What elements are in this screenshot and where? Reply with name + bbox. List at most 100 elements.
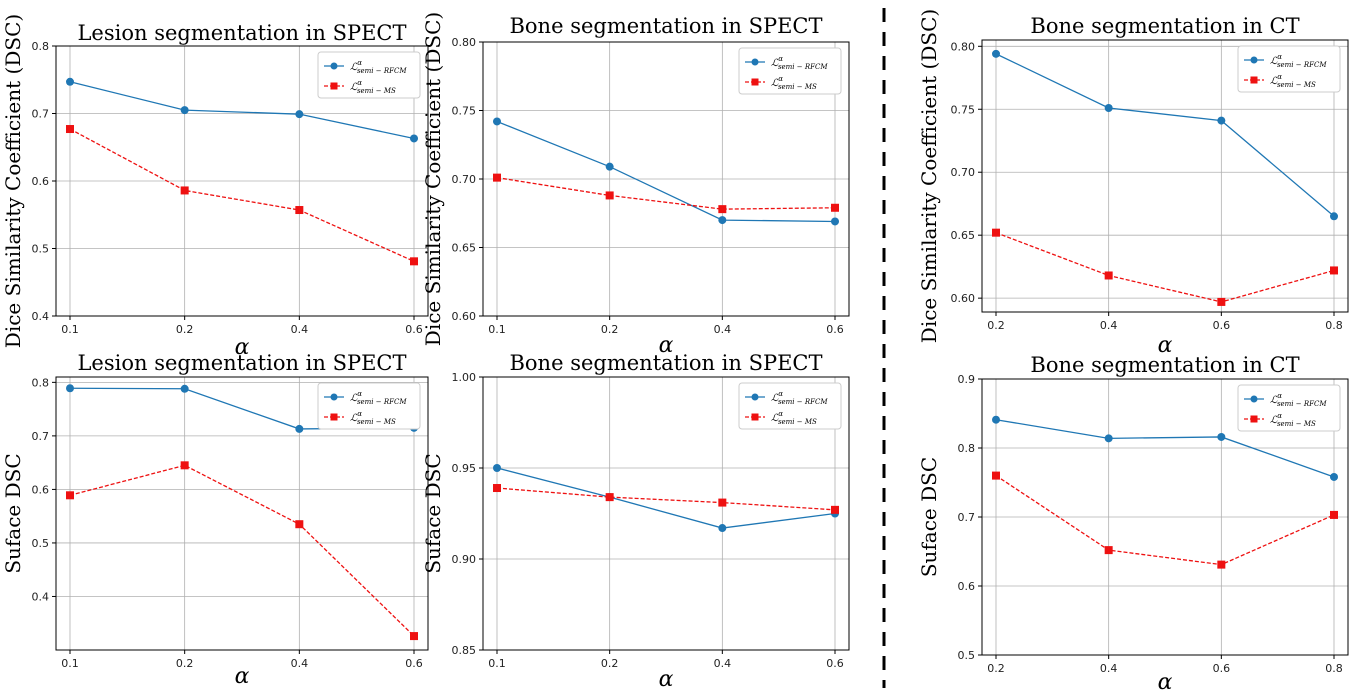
series-line-ms <box>995 475 1335 566</box>
data-point-rfcm <box>410 134 418 143</box>
data-point-ms <box>1217 297 1226 306</box>
x-axis-label: α <box>1158 333 1173 358</box>
y-tick-label: 0.6 <box>32 483 50 496</box>
data-point-rfcm <box>992 415 1000 424</box>
data-point-rfcm <box>718 524 727 533</box>
legend-label-rfcm: ℒα semi − RFCM <box>350 59 407 75</box>
data-point-rfcm <box>180 384 189 393</box>
legend-label-ms: ℒα semi − MS <box>350 79 396 95</box>
data-point-ms <box>605 493 614 502</box>
series-line-ms <box>69 128 415 262</box>
data-point-ms <box>410 632 418 641</box>
chart-panel-1: 0.1 0.2 0.4 0.6 0.4 0.5 0.6 0.7 0.8 ℒα semi − RFCM… <box>1 14 429 360</box>
chart-title: Bone segmentation in SPECT <box>509 14 822 38</box>
data-point-ms <box>605 191 614 200</box>
axes-frame <box>981 39 1349 313</box>
chart-title: Bone segmentation in SPECT <box>509 351 822 375</box>
x-tick-label: 0.1 <box>61 323 79 336</box>
data-point-rfcm <box>295 424 304 433</box>
y-tick-label: 0.5 <box>958 649 976 662</box>
legend-label-rfcm: ℒα semi − RFCM <box>350 390 407 406</box>
y-axis-label: Suface DSC <box>421 453 445 573</box>
x-axis-label: α <box>235 664 250 689</box>
x-tick-label: 0.4 <box>291 323 309 336</box>
legend-label-ms: ℒα semi − MS <box>1270 73 1316 89</box>
data-point-ms <box>493 484 501 493</box>
y-tick-label: 0.80 <box>452 36 477 49</box>
series-line-rfcm <box>69 81 415 140</box>
legend-marker-ms <box>751 78 759 86</box>
data-point-rfcm <box>493 464 501 472</box>
data-point-ms <box>295 206 304 215</box>
legend-label-ms: ℒα semi − MS <box>771 410 817 426</box>
legend-marker-rfcm <box>1250 56 1258 64</box>
y-tick-label: 0.75 <box>951 103 976 116</box>
x-axis-label: α <box>1158 670 1173 692</box>
data-point-rfcm <box>1104 434 1113 443</box>
y-tick-label: 0.9 <box>958 373 976 386</box>
y-tick-label: 0.75 <box>452 105 477 118</box>
data-point-ms <box>992 471 1000 480</box>
data-point-rfcm <box>605 162 614 171</box>
x-axis-label: α <box>659 333 674 358</box>
x-tick-label: 0.4 <box>1100 319 1118 332</box>
legend-marker-ms <box>330 82 338 90</box>
legend-label-ms: ℒα semi − MS <box>771 75 817 91</box>
x-tick-label: 0.8 <box>1325 319 1343 332</box>
x-tick-label: 0.1 <box>61 657 79 670</box>
x-tick-label: 0.1 <box>488 323 506 336</box>
data-point-rfcm <box>66 77 74 86</box>
legend-marker-ms <box>330 413 338 421</box>
x-tick-label: 0.2 <box>176 657 194 670</box>
data-point-ms <box>992 228 1000 237</box>
y-tick-label: 0.65 <box>951 229 976 242</box>
data-point-rfcm <box>1330 212 1338 221</box>
data-point-rfcm <box>992 49 1000 58</box>
axes-frame <box>482 376 850 651</box>
data-point-ms <box>1330 510 1338 519</box>
series-line-rfcm <box>496 120 836 223</box>
y-tick-label: 0.8 <box>958 442 976 455</box>
data-point-ms <box>295 520 304 529</box>
y-tick-label: 0.65 <box>452 242 477 255</box>
chart-panel-3: 0.2 0.4 0.6 0.8 0.60 0.65 0.70 0.75 0.80 ℒα semi −… <box>917 9 1349 358</box>
y-tick-label: 0.6 <box>32 175 50 188</box>
x-tick-label: 0.6 <box>826 323 844 336</box>
y-tick-label: 0.70 <box>951 166 976 179</box>
y-tick-label: 0.5 <box>32 243 50 256</box>
data-point-ms <box>1330 266 1338 275</box>
data-point-rfcm <box>831 217 839 226</box>
x-tick-label: 0.4 <box>714 323 732 336</box>
series-line-ms <box>995 232 1335 303</box>
x-tick-label: 0.6 <box>1213 319 1231 332</box>
y-axis-label: Suface DSC <box>1 453 25 573</box>
x-tick-label: 0.6 <box>1213 662 1231 675</box>
data-point-ms <box>718 205 727 214</box>
data-point-ms <box>1104 546 1113 555</box>
legend: ℒα semi − RFCM ℒα semi − MS <box>1237 45 1341 93</box>
y-tick-label: 0.70 <box>452 173 477 186</box>
data-point-ms <box>66 125 74 134</box>
data-point-ms <box>180 186 189 195</box>
legend-marker-rfcm <box>751 393 759 401</box>
data-point-ms <box>831 505 839 514</box>
x-tick-label: 0.2 <box>601 657 619 670</box>
y-tick-label: 0.80 <box>951 40 976 53</box>
x-tick-label: 0.8 <box>1325 662 1343 675</box>
data-point-ms <box>410 257 418 266</box>
data-point-rfcm <box>1217 116 1226 125</box>
y-tick-label: 0.8 <box>32 376 50 389</box>
chart-title: Bone segmentation in CT <box>1030 353 1299 377</box>
legend-marker-rfcm <box>330 62 338 70</box>
chart-title: Lesion segmentation in SPECT <box>77 351 406 375</box>
legend: ℒα semi − RFCM ℒα semi − MS <box>1237 384 1341 432</box>
series-line-rfcm <box>496 467 836 529</box>
legend-label-rfcm: ℒα semi − RFCM <box>1270 53 1327 69</box>
data-point-ms <box>1104 271 1113 280</box>
x-tick-label: 0.6 <box>405 657 423 670</box>
axes-frame <box>55 376 429 651</box>
y-tick-label: 0.7 <box>32 430 50 443</box>
x-tick-label: 0.6 <box>826 657 844 670</box>
chart-panel-6: 0.2 0.4 0.6 0.8 0.5 0.6 0.7 0.8 0.9 ℒα semi − RFCM… <box>917 353 1349 692</box>
series-line-rfcm <box>995 53 1335 217</box>
